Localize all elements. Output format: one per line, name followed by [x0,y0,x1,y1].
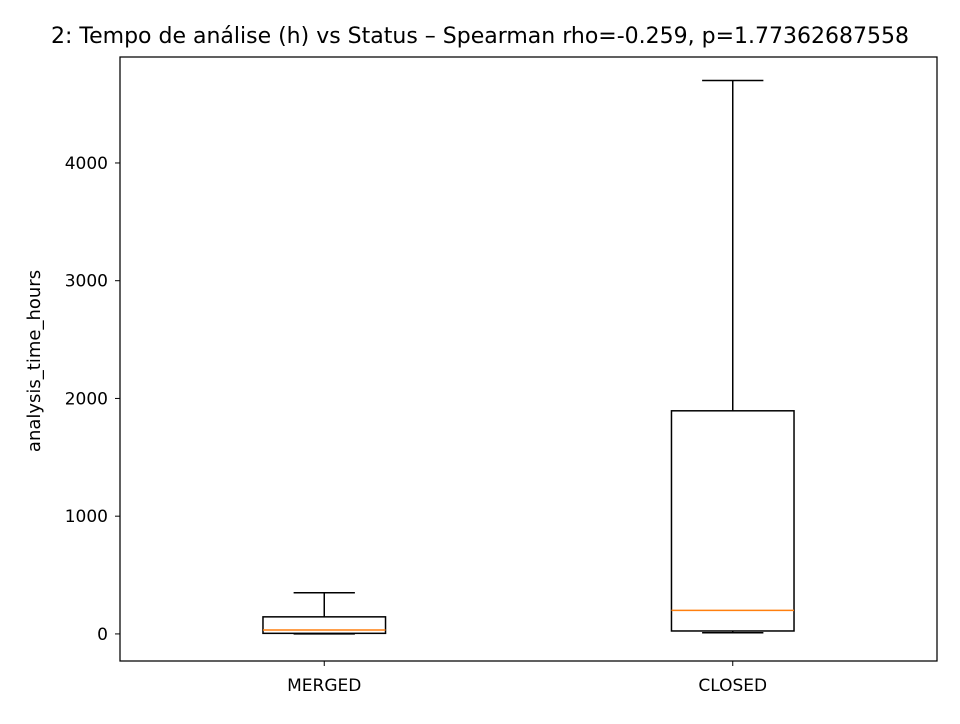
box-plot-marks: 0 1000 2000 3000 4000 MERGED CLOSED [65,79,795,696]
box-merged [262,616,387,635]
box-closed [670,410,795,632]
plot-frame [119,56,938,662]
x-tick-label: MERGED [287,676,361,696]
x-tick-label: CLOSED [698,676,767,696]
y-tick-label: 4000 [65,154,108,174]
y-tick-label: 1000 [65,507,108,527]
chart-title: 2: Tempo de análise (h) vs Status – Spea… [51,24,909,49]
y-tick-label: 2000 [65,389,108,409]
y-tick-label: 3000 [65,272,108,292]
y-tick-label: 0 [97,625,108,645]
y-axis-label: analysis_time_hours [24,270,45,452]
